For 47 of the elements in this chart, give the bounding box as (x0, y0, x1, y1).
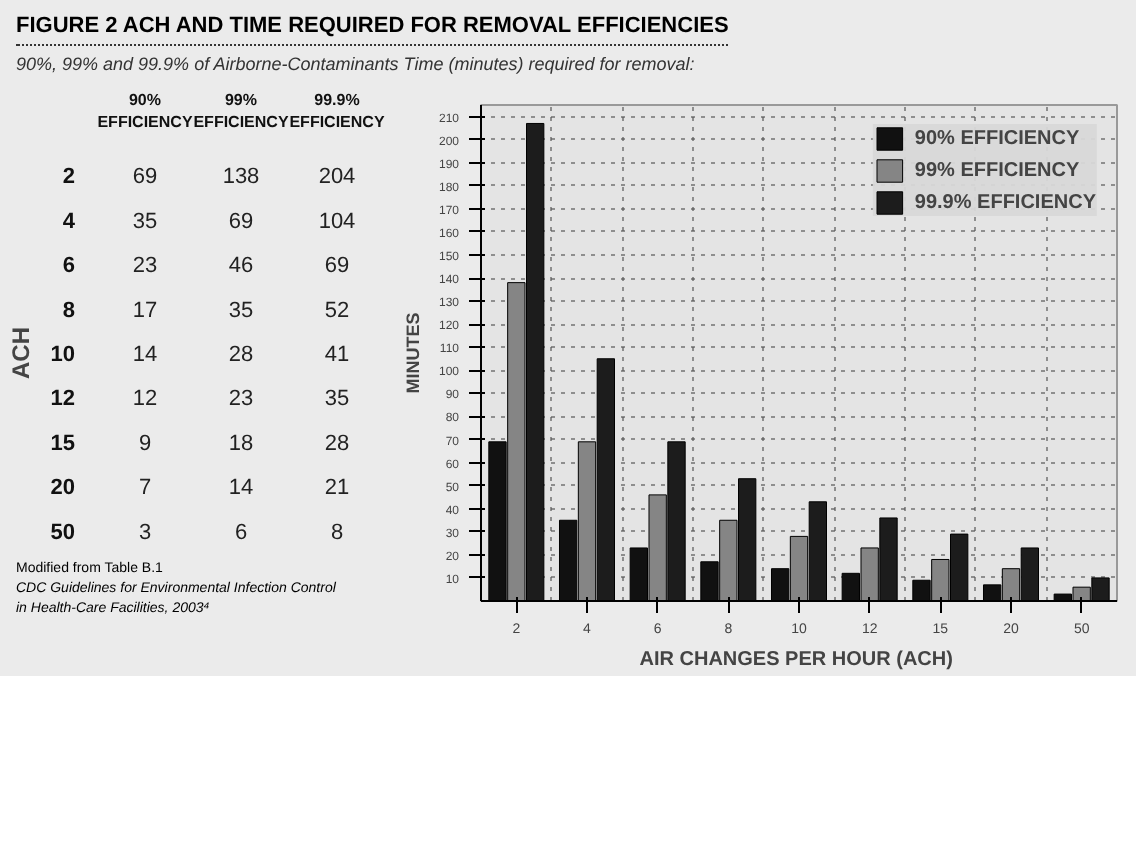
data-label: 7 (138, 476, 152, 501)
data-label: 3 (138, 520, 152, 545)
y-tick-label: 20 (50, 476, 76, 501)
chart-title: FIGURE 2 ACH AND TIME REQUIRED FOR REMOVAL EFFICIENCIES (16, 12, 729, 46)
y-tick-label: 12 (50, 387, 76, 412)
y-tick-label: 50 (50, 520, 76, 545)
data-label: 46 (228, 254, 254, 279)
data-label: 41 (324, 343, 350, 367)
data-label: 17 (132, 298, 158, 323)
data-label: 69 (228, 209, 254, 234)
data-label: 28 (324, 431, 350, 456)
data-label: 35 (132, 209, 158, 234)
y-axis-title: MINUTES (402, 312, 423, 394)
y-tick-label: 2 (62, 165, 76, 190)
x-tick-label: 90% EFFICIENCY (97, 91, 194, 131)
data-label: 14 (228, 476, 254, 501)
data-label: 69 (324, 254, 350, 279)
data-label: 14 (132, 343, 158, 367)
y-tick-label: 10 (50, 343, 76, 367)
data-label: 8 (330, 520, 344, 545)
data-label: 6 (234, 520, 248, 545)
legend-label: 90% EFFICIENCY (914, 127, 1080, 149)
data-label: 138 (222, 165, 260, 190)
data-label: 23 (228, 387, 254, 412)
y-tick-label: 4 (62, 209, 77, 234)
x-tick-label: 99% EFFICIENCY (193, 91, 290, 131)
chart-subtitle: 90%, 99% and 99.9% of Airborne-Contaminants Time (minutes) required for removal: (16, 51, 697, 78)
data-label: 23 (132, 254, 158, 279)
y-tick-label: 8 (62, 298, 76, 323)
x-axis-title: AIR CHANGES PER HOUR (ACH) (639, 649, 953, 671)
legend-label: 99% EFFICIENCY (914, 159, 1080, 181)
data-label: 28 (228, 343, 254, 367)
data-label: 12 (132, 387, 158, 412)
data-label: 204 (318, 165, 356, 190)
data-label: 104 (318, 209, 356, 234)
data-label: 35 (228, 298, 254, 323)
y-tick-label: 6 (62, 254, 76, 279)
data-label: 18 (228, 431, 254, 456)
data-label: 69 (132, 165, 158, 190)
x-tick-label: 99.9% EFFICIENCY (289, 91, 386, 131)
data-label: 9 (138, 431, 152, 456)
y-tick-label: 15 (50, 431, 76, 456)
data-label: 35 (324, 387, 350, 412)
data-label: 21 (324, 476, 350, 501)
data-label: 52 (324, 298, 350, 323)
y-axis-title: ACH (6, 327, 35, 379)
legend-label: 99.9% EFFICIENCY (914, 191, 1096, 213)
